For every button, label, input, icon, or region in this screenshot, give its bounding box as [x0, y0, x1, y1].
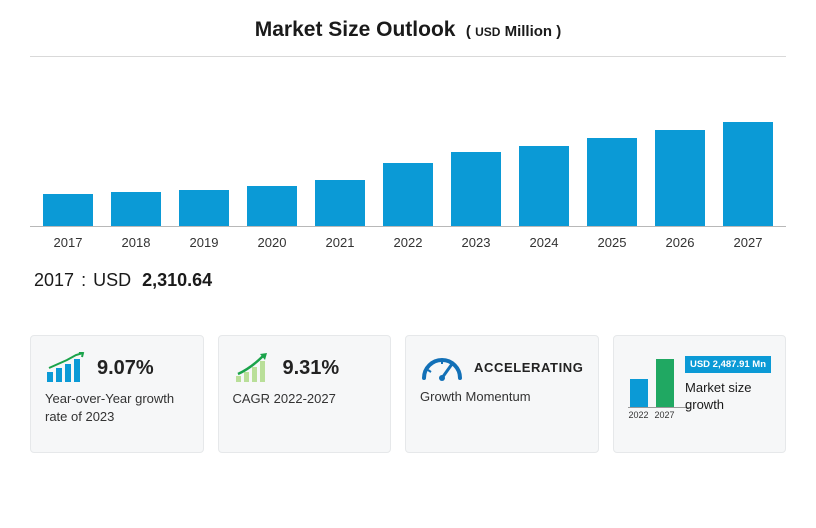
gauge-icon — [420, 352, 464, 382]
bar-col — [238, 57, 306, 226]
bar — [587, 138, 637, 226]
growth-label: Market size growth — [685, 380, 771, 414]
bar-col — [578, 57, 646, 226]
growth-arrow-icon — [233, 352, 273, 384]
bar — [451, 152, 501, 226]
card-momentum: Accelerating Growth Momentum — [405, 335, 599, 453]
x-axis-label: 2025 — [578, 235, 646, 250]
bar-col — [442, 57, 510, 226]
bar — [519, 146, 569, 226]
value-readout: 2017 : USD 2,310.64 — [30, 270, 786, 291]
bar — [179, 190, 229, 226]
x-axis-label: 2027 — [714, 235, 782, 250]
growth-badge: USD 2,487.91 Mn — [685, 356, 771, 373]
card-cagr: 9.31% CAGR 2022-2027 — [218, 335, 392, 453]
bar — [111, 192, 161, 226]
bar — [655, 130, 705, 226]
card-market-growth: 2022 2027 USD 2,487.91 Mn Market size gr… — [613, 335, 787, 453]
chart-title-row: Market Size Outlook ( USD Million ) — [30, 18, 786, 42]
x-axis-label: 2024 — [510, 235, 578, 250]
bar — [723, 122, 773, 226]
x-axis-label: 2026 — [646, 235, 714, 250]
chart-title-main: Market Size Outlook — [255, 18, 456, 41]
x-axis-label: 2021 — [306, 235, 374, 250]
mini-bar-2022 — [630, 379, 648, 407]
momentum-status: Accelerating — [474, 360, 584, 375]
bar-chart: 2017201820192020202120222023202420252026… — [30, 56, 786, 256]
bar-col — [374, 57, 442, 226]
bar-trend-icon — [45, 352, 87, 384]
yoy-value: 9.07% — [97, 357, 154, 380]
stat-cards-row: 9.07% Year-over-Year growth rate of 2023… — [30, 335, 786, 453]
x-axis-label: 2018 — [102, 235, 170, 250]
bar — [247, 186, 297, 226]
mini-bar-chart — [628, 352, 690, 408]
readout-value: 2,310.64 — [142, 270, 212, 290]
bar-col — [170, 57, 238, 226]
bar-col — [510, 57, 578, 226]
x-axis-label: 2020 — [238, 235, 306, 250]
bar-col — [646, 57, 714, 226]
bar — [315, 180, 365, 226]
bar-col — [34, 57, 102, 226]
x-axis-label: 2017 — [34, 235, 102, 250]
mini-bar-2027 — [656, 359, 674, 407]
x-axis-label: 2019 — [170, 235, 238, 250]
readout-currency: USD — [93, 270, 131, 290]
x-axis-label: 2023 — [442, 235, 510, 250]
cagr-label: CAGR 2022-2027 — [233, 390, 377, 408]
yoy-label: Year-over-Year growth rate of 2023 — [45, 390, 189, 425]
bar-col — [306, 57, 374, 226]
chart-title-sub: ( USD Million ) — [466, 23, 561, 40]
bar — [383, 163, 433, 226]
x-axis-label: 2022 — [374, 235, 442, 250]
momentum-label: Growth Momentum — [420, 388, 584, 406]
bar-col — [714, 57, 782, 226]
readout-year: 2017 — [34, 270, 74, 290]
card-yoy: 9.07% Year-over-Year growth rate of 2023 — [30, 335, 204, 453]
cagr-value: 9.31% — [283, 357, 340, 380]
bar-col — [102, 57, 170, 226]
bar — [43, 194, 93, 226]
